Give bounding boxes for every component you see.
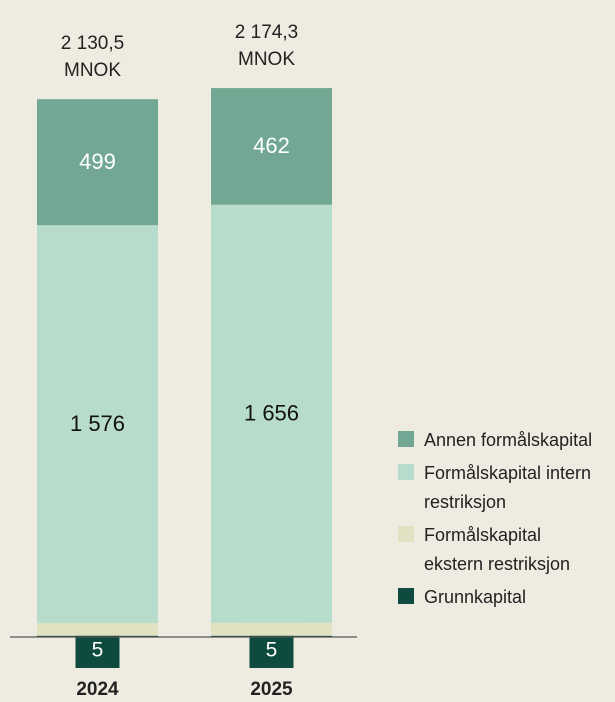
value-label: 5	[92, 639, 104, 662]
value-label: 499	[79, 149, 116, 174]
bar-segment	[211, 88, 332, 205]
total-unit: MNOK	[238, 49, 295, 70]
value-label: 462	[253, 133, 290, 158]
total-label: 2 174,3	[235, 22, 298, 43]
legend-item: Formålskapital ekstern restriksjon	[398, 521, 615, 579]
value-label: 1 576	[70, 411, 125, 436]
legend-item: Formålskapital intern restriksjon	[398, 459, 615, 517]
bar-segment	[37, 99, 158, 226]
legend-item: Annen formålskapital	[398, 426, 615, 455]
legend-item: Grunnkapital	[398, 583, 615, 612]
legend: Annen formålskapital Formålskapital inter…	[398, 426, 615, 616]
value-label: 1 656	[244, 401, 299, 426]
x-tick-label: 2025	[250, 679, 293, 700]
legend-swatch	[398, 464, 414, 480]
total-unit: MNOK	[64, 60, 121, 81]
total-label: 2 130,5	[61, 33, 124, 54]
label-box	[249, 632, 294, 668]
x-tick-label: 2024	[76, 679, 119, 700]
bar-segment	[211, 204, 332, 623]
label-box	[75, 632, 120, 668]
legend-label: Annen formålskapital	[424, 430, 593, 450]
legend-swatch	[398, 526, 414, 542]
bar-segment	[37, 225, 158, 624]
bar-segment	[211, 622, 332, 636]
legend-label: Formålskapital intern restriksjon	[424, 463, 592, 512]
legend-swatch	[398, 431, 414, 447]
legend-label: Grunnkapital	[424, 587, 527, 607]
bar-segment	[37, 623, 158, 636]
legend-swatch	[398, 588, 414, 604]
legend-label: Formålskapital ekstern restriksjon	[424, 525, 571, 574]
value-label: 5	[266, 639, 278, 662]
